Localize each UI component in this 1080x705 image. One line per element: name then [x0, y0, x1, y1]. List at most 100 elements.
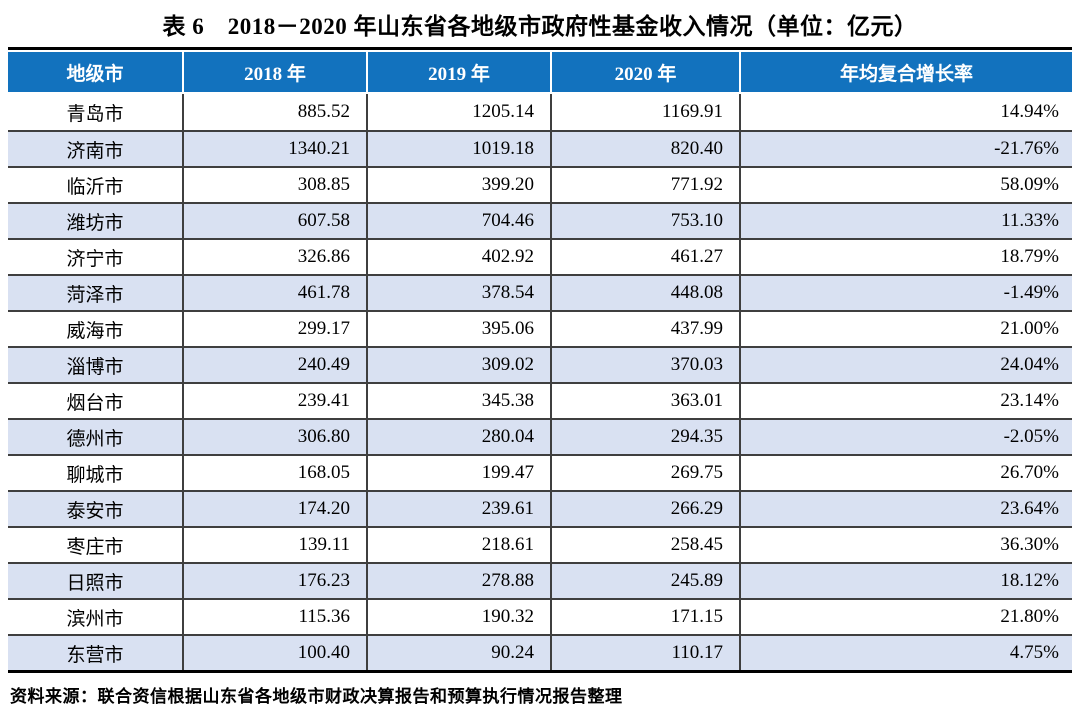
value-2019-cell: 199.47 — [366, 454, 550, 490]
value-2020-cell: 294.35 — [550, 418, 739, 454]
value-2019-cell: 239.61 — [366, 490, 550, 526]
value-2020-cell: 245.89 — [550, 562, 739, 598]
city-name-cell: 烟台市 — [8, 382, 182, 418]
value-2019-cell: 395.06 — [366, 310, 550, 346]
value-2020-cell: 753.10 — [550, 202, 739, 238]
value-2019-cell: 218.61 — [366, 526, 550, 562]
table-row: 东营市 100.40 90.24 110.17 4.75% — [8, 634, 1072, 670]
source-note: 资料来源：联合资信根据山东省各地级市财政决算报告和预算执行情况报告整理 — [10, 687, 623, 705]
table-row: 滨州市 115.36 190.32 171.15 21.80% — [8, 598, 1072, 634]
value-2020-cell: 363.01 — [550, 382, 739, 418]
cagr-column-header: 年均复合增长率 — [739, 50, 1072, 94]
value-2020-cell: 820.40 — [550, 130, 739, 166]
growth-rate-cell: 11.33% — [739, 202, 1072, 238]
value-2018-cell: 240.49 — [182, 346, 366, 382]
table-row: 聊城市 168.05 199.47 269.75 26.70% — [8, 454, 1072, 490]
table-row: 烟台市 239.41 345.38 363.01 23.14% — [8, 382, 1072, 418]
value-2019-cell: 1019.18 — [366, 130, 550, 166]
growth-rate-cell: 21.80% — [739, 598, 1072, 634]
city-name-cell: 德州市 — [8, 418, 182, 454]
table-row: 临沂市 308.85 399.20 771.92 58.09% — [8, 166, 1072, 202]
value-2018-cell: 326.86 — [182, 238, 366, 274]
growth-rate-cell: 58.09% — [739, 166, 1072, 202]
value-2018-cell: 299.17 — [182, 310, 366, 346]
value-2020-cell: 269.75 — [550, 454, 739, 490]
value-2019-cell: 345.38 — [366, 382, 550, 418]
table-row: 泰安市 174.20 239.61 266.29 23.64% — [8, 490, 1072, 526]
growth-rate-cell: 14.94% — [739, 94, 1072, 130]
city-name-cell: 临沂市 — [8, 166, 182, 202]
value-2020-cell: 258.45 — [550, 526, 739, 562]
city-name-cell: 东营市 — [8, 634, 182, 670]
table-row: 潍坊市 607.58 704.46 753.10 11.33% — [8, 202, 1072, 238]
city-name-cell: 泰安市 — [8, 490, 182, 526]
growth-rate-cell: 18.79% — [739, 238, 1072, 274]
growth-rate-cell: 36.30% — [739, 526, 1072, 562]
city-name-cell: 菏泽市 — [8, 274, 182, 310]
growth-rate-cell: 23.14% — [739, 382, 1072, 418]
year-2019-column-header: 2019 年 — [366, 50, 550, 94]
value-2018-cell: 139.11 — [182, 526, 366, 562]
city-name-cell: 青岛市 — [8, 94, 182, 130]
value-2020-cell: 266.29 — [550, 490, 739, 526]
table-row: 枣庄市 139.11 218.61 258.45 36.30% — [8, 526, 1072, 562]
table-row: 济南市 1340.21 1019.18 820.40 -21.76% — [8, 130, 1072, 166]
growth-rate-cell: 4.75% — [739, 634, 1072, 670]
value-2018-cell: 174.20 — [182, 490, 366, 526]
value-2018-cell: 115.36 — [182, 598, 366, 634]
city-name-cell: 滨州市 — [8, 598, 182, 634]
city-name-cell: 日照市 — [8, 562, 182, 598]
value-2020-cell: 437.99 — [550, 310, 739, 346]
value-2019-cell: 190.32 — [366, 598, 550, 634]
value-2020-cell: 171.15 — [550, 598, 739, 634]
table-row: 德州市 306.80 280.04 294.35 -2.05% — [8, 418, 1072, 454]
value-2018-cell: 607.58 — [182, 202, 366, 238]
growth-rate-cell: -1.49% — [739, 274, 1072, 310]
value-2018-cell: 176.23 — [182, 562, 366, 598]
value-2019-cell: 1205.14 — [366, 94, 550, 130]
growth-rate-cell: 21.00% — [739, 310, 1072, 346]
growth-rate-cell: -2.05% — [739, 418, 1072, 454]
table-title: 表 6 2018－2020 年山东省各地级市政府性基金收入情况（单位：亿元） — [162, 14, 918, 39]
city-name-cell: 潍坊市 — [8, 202, 182, 238]
value-2020-cell: 771.92 — [550, 166, 739, 202]
growth-rate-cell: 26.70% — [739, 454, 1072, 490]
table-row: 淄博市 240.49 309.02 370.03 24.04% — [8, 346, 1072, 382]
value-2018-cell: 168.05 — [182, 454, 366, 490]
value-2019-cell: 309.02 — [366, 346, 550, 382]
year-2018-column-header: 2018 年 — [182, 50, 366, 94]
table-row: 日照市 176.23 278.88 245.89 18.12% — [8, 562, 1072, 598]
value-2019-cell: 378.54 — [366, 274, 550, 310]
value-2019-cell: 280.04 — [366, 418, 550, 454]
city-column-header: 地级市 — [8, 50, 182, 94]
table-header-row: 地级市 2018 年 2019 年 2020 年年均复合增长率 — [8, 50, 1072, 94]
value-2020-cell: 1169.91 — [550, 94, 739, 130]
value-2020-cell: 370.03 — [550, 346, 739, 382]
table-row: 威海市 299.17 395.06 437.99 21.00% — [8, 310, 1072, 346]
growth-rate-cell: 24.04% — [739, 346, 1072, 382]
city-name-cell: 枣庄市 — [8, 526, 182, 562]
table-body: 青岛市 885.52 1205.14 1169.91 14.94% 济南市 1340.21 1… — [8, 94, 1072, 670]
table-row: 济宁市 326.86 402.92 461.27 18.79% — [8, 238, 1072, 274]
value-2018-cell: 239.41 — [182, 382, 366, 418]
value-2019-cell: 704.46 — [366, 202, 550, 238]
year-2020-column-header: 2020 年 — [550, 50, 739, 94]
growth-rate-cell: -21.76% — [739, 130, 1072, 166]
value-2018-cell: 100.40 — [182, 634, 366, 670]
city-name-cell: 淄博市 — [8, 346, 182, 382]
value-2018-cell: 1340.21 — [182, 130, 366, 166]
city-name-cell: 聊城市 — [8, 454, 182, 490]
value-2018-cell: 308.85 — [182, 166, 366, 202]
table-row: 青岛市 885.52 1205.14 1169.91 14.94% — [8, 94, 1072, 130]
table-header: 地级市 2018 年 2019 年 2020 年年均复合增长率 — [8, 50, 1072, 94]
value-2020-cell: 448.08 — [550, 274, 739, 310]
value-2020-cell: 461.27 — [550, 238, 739, 274]
value-2020-cell: 110.17 — [550, 634, 739, 670]
value-2019-cell: 402.92 — [366, 238, 550, 274]
value-2018-cell: 461.78 — [182, 274, 366, 310]
city-name-cell: 济南市 — [8, 130, 182, 166]
value-2018-cell: 885.52 — [182, 94, 366, 130]
fund-income-table: 地级市 2018 年 2019 年 2020 年年均复合增长率 青岛市 885.52 12… — [8, 47, 1072, 673]
growth-rate-cell: 18.12% — [739, 562, 1072, 598]
